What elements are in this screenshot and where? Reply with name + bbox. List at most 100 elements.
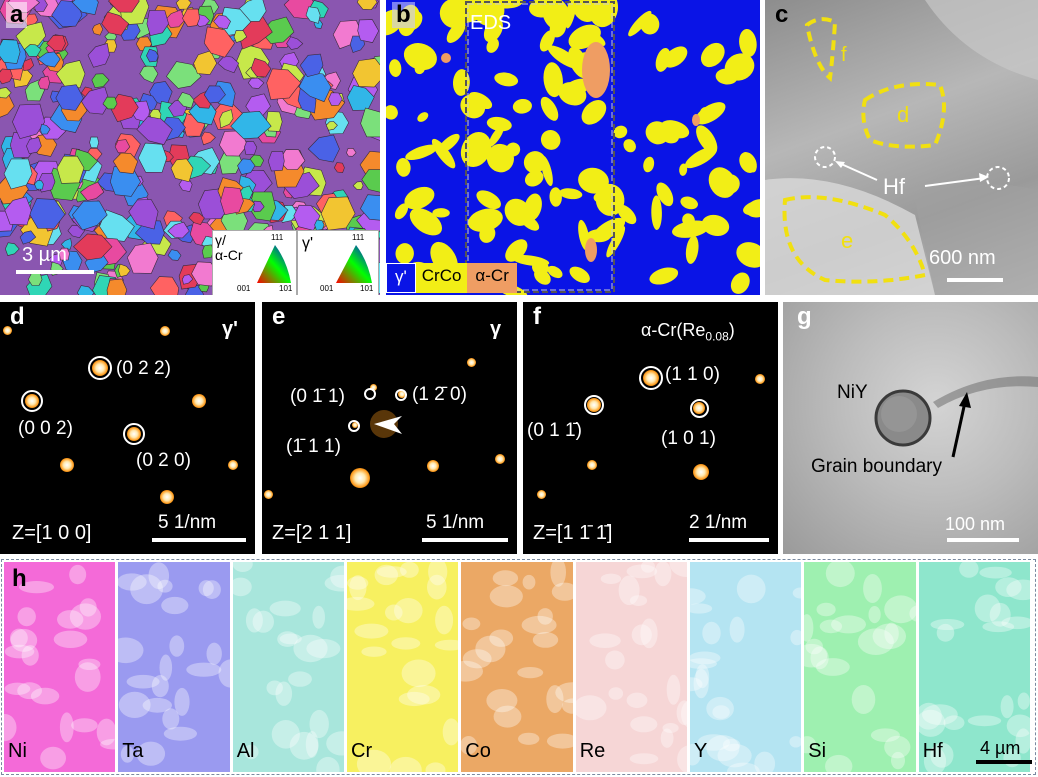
tick-111: 111 [271, 233, 284, 242]
element-map-cr: Cr [347, 562, 459, 772]
element-map-co: Co [461, 562, 573, 772]
grain [59, 247, 70, 261]
grain [250, 57, 272, 78]
grain [181, 274, 194, 285]
zone-axis-label: Z=[1 0 0] [12, 522, 92, 544]
grain [166, 61, 202, 89]
panel-label: h [12, 565, 27, 592]
spot-label-0m11: (0 1̄ 1) [290, 386, 345, 407]
grain [55, 60, 86, 89]
grain [76, 285, 95, 295]
grain [118, 263, 131, 278]
beam-stop [370, 410, 402, 438]
map-texture [575, 562, 687, 772]
spot-highlight-ring [639, 366, 663, 390]
grain [126, 242, 159, 274]
spot-highlight-ring [584, 395, 604, 415]
spot-label-022: (0 2 2) [116, 358, 171, 379]
map-texture [4, 564, 116, 770]
grain [87, 43, 110, 68]
legend-crco: CrCo [415, 263, 468, 293]
phase-label: α-Cr(Re0.08) [641, 320, 735, 344]
grain [188, 212, 205, 225]
crco-region [569, 266, 590, 283]
grain [91, 73, 110, 89]
ebsd-grain-map [0, 0, 380, 295]
element-label: Re [579, 740, 606, 762]
diffraction-spot [160, 490, 174, 504]
grain [230, 110, 272, 140]
crco-region [613, 125, 628, 139]
crco-region [649, 267, 679, 285]
diffraction-spot [350, 468, 370, 488]
grain [305, 6, 321, 24]
grain [220, 186, 244, 216]
crco-region [743, 200, 760, 216]
grain [114, 139, 131, 154]
element-label: Si [808, 740, 827, 762]
element-label: Co [465, 740, 491, 762]
map-texture [690, 574, 802, 772]
element-label: Hf [922, 740, 943, 762]
phase-close: ) [728, 320, 735, 340]
crco-region [394, 203, 409, 220]
grain [219, 109, 234, 129]
grain [286, 36, 304, 50]
grain [352, 181, 364, 190]
diffraction-spot [60, 458, 74, 472]
crco-region [549, 187, 562, 207]
crco-region [506, 142, 521, 157]
grain [128, 199, 159, 230]
phase-map [386, 0, 760, 295]
crco-region [486, 116, 512, 132]
elemental-maps-row: Ni Ta Al Cr Co Re Y Si Hf [4, 562, 1033, 772]
grain [243, 140, 258, 155]
crco-region [593, 192, 607, 203]
crco-region [540, 96, 559, 121]
grain [112, 152, 139, 174]
scale-bar [152, 538, 246, 542]
element-map-ta: Ta [118, 562, 230, 772]
spot-label-002: (0 0 2) [18, 418, 73, 439]
crco-region [699, 107, 711, 120]
phase-label: γ' [222, 318, 238, 340]
grain [217, 55, 240, 74]
diffraction-spot [537, 490, 546, 499]
crco-region [696, 125, 718, 154]
grain-boundary-label: Grain boundary [811, 456, 942, 477]
grain [328, 92, 343, 106]
crco-region [479, 225, 496, 243]
grain [360, 194, 380, 221]
element-label: Ta [122, 740, 144, 762]
grain [60, 238, 73, 250]
spot-label-020: (0 2 0) [136, 450, 191, 471]
tick-001: 001 [237, 284, 251, 293]
panel-d-saed: d γ' (0 2 2) (0 0 2) (0 2 0) Z=[1 0 0] 5… [0, 302, 255, 554]
map-texture [118, 562, 230, 766]
crco-region [414, 62, 426, 75]
panel-label: c [775, 1, 789, 28]
crco-region [547, 265, 563, 279]
grain [146, 10, 169, 37]
grain [79, 181, 105, 201]
panel-label: g [797, 303, 812, 330]
crco-region [417, 112, 429, 122]
grain [134, 220, 165, 245]
grain [361, 169, 380, 193]
grain [136, 116, 173, 145]
diffraction-spot [3, 326, 12, 335]
crco-region [656, 182, 674, 207]
element-map-hf: Hf [918, 562, 1030, 772]
spot-label-01m1: (0 1 1̄) [527, 420, 582, 441]
grain [237, 158, 256, 175]
grain [37, 51, 61, 68]
grain [357, 19, 380, 43]
grain [34, 180, 44, 190]
spot-label-m111: (1̄ 1 1) [286, 436, 341, 457]
diffraction-spot [495, 454, 505, 464]
crco-region [512, 98, 532, 114]
crco-region [701, 214, 730, 236]
grain [0, 68, 13, 85]
scale-bar [947, 538, 1019, 542]
legend-gamma-prime: γ' [386, 263, 416, 293]
